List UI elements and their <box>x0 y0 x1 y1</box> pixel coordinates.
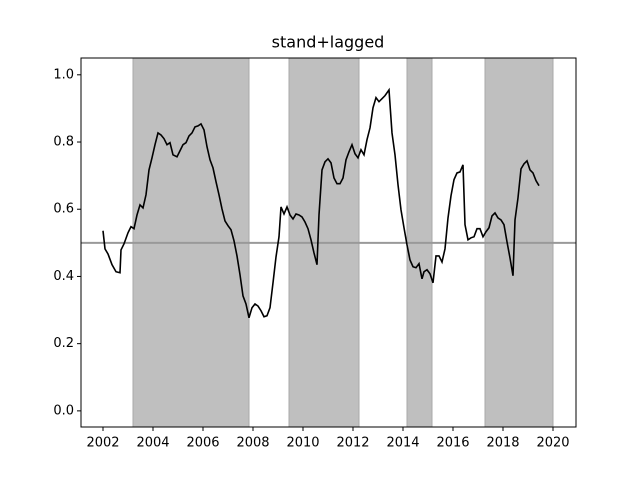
y-tick-label: 1.0 <box>53 67 74 82</box>
plot-frame <box>80 57 577 428</box>
x-tick-label: 2008 <box>236 436 269 451</box>
y-tick-label: 0.0 <box>53 403 74 418</box>
x-tick-label: 2014 <box>386 436 419 451</box>
y-tick-label: 0.2 <box>53 336 74 351</box>
y-tick-label: 0.6 <box>53 202 74 217</box>
x-tick-label: 2002 <box>86 436 119 451</box>
x-tick-label: 2016 <box>436 436 469 451</box>
x-tick-label: 2006 <box>186 436 219 451</box>
y-tick-label: 0.4 <box>53 269 74 284</box>
x-tick-label: 2004 <box>136 436 169 451</box>
data-line <box>102 87 540 319</box>
x-tick-label: 2020 <box>536 436 569 451</box>
y-tick-label: 0.8 <box>53 135 74 150</box>
x-tick-label: 2010 <box>286 436 319 451</box>
x-tick-label: 2018 <box>486 436 519 451</box>
x-tick-label: 2012 <box>336 436 369 451</box>
chart-title: stand+lagged <box>272 33 385 52</box>
